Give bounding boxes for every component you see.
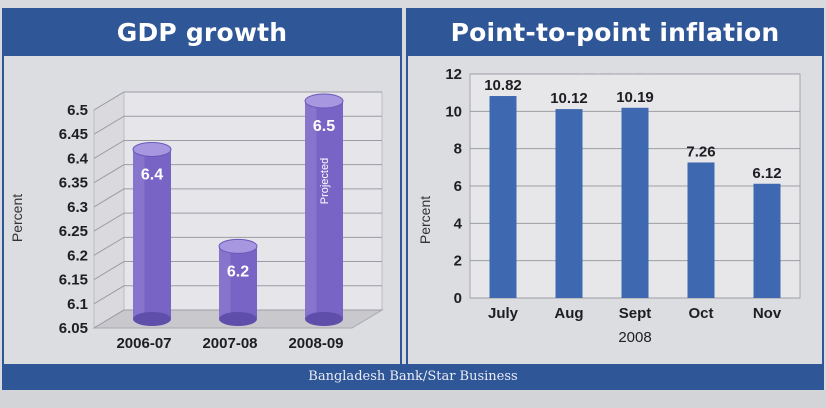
gdp-bar-cap [218,238,258,254]
gdp-ytick-label: 6.15 [59,272,88,289]
inflation-x-axis-label: 2008 [618,329,651,346]
gdp-chart-title: GDP growth [4,10,400,56]
inflation-ytick-label: 0 [454,290,462,307]
inflation-category-label: Oct [688,305,713,322]
gdp-growth-panel: GDP growth 6.5 6.45 6.4 6.35 6.3 6.25 6.2 6.15 6… [2,8,402,370]
bottom-strip [0,390,826,408]
gdp-bar-cap [304,93,344,109]
inflation-category-label: Nov [753,305,782,322]
inflation-ytick-label: 10 [445,103,462,120]
inflation-y-axis-label: Percent [417,196,433,244]
inflation-data-label: 6.12 [752,165,781,182]
gdp-bar-highlight [219,246,231,319]
inflation-ytick-label: 8 [454,141,462,158]
gdp-growth-chart: 6.5 6.45 6.4 6.35 6.3 6.25 6.2 6.15 6.1 6.05 Perce… [9,91,384,352]
gdp-ytick-label: 6.05 [59,320,88,337]
source-credit: Bangladesh Bank/Star Business [2,364,824,390]
gdp-bar: 6.4 [132,141,172,326]
gdp-bar-highlight [133,149,145,319]
gdp-category-label: 2008-09 [288,335,343,352]
gdp-ytick-label: 6.4 [67,150,89,167]
inflation-ytick-label: 12 [445,66,462,83]
gdp-bar-cap [132,141,172,157]
gdp-gridline [93,212,382,232]
gdp-category-label: 2007-08 [202,335,257,352]
inflation-panel: Point-to-point inflation eases 121086420… [406,8,824,370]
inflation-ytick-label: 6 [454,178,462,195]
gdp-ytick-label: 6.1 [67,296,88,313]
gdp-y-axis-label: Percent [9,194,25,242]
inflation-ytick-label: 4 [454,215,463,232]
inflation-category-label: July [488,305,519,322]
gdp-data-label: 6.4 [141,166,163,183]
gdp-gridline [93,236,382,256]
gdp-gridline [93,139,382,159]
inflation-bar [753,183,781,298]
inflation-data-label: 7.26 [686,143,715,160]
inflation-ytick-label: 2 [454,253,462,270]
gdp-data-label: 6.2 [227,263,249,280]
inflation-data-label: 10.82 [484,77,522,94]
inflation-category-label: Aug [554,305,583,322]
inflation-bar [687,162,715,298]
gdp-side-wall [93,91,125,329]
gdp-bar: 6.5 Projected [304,93,344,326]
gdp-gridline [93,91,382,111]
gdp-data-label: 6.5 [313,118,335,135]
inflation-bar [555,109,583,299]
gdp-bar-base [219,312,257,326]
gdp-ytick-label: 6.25 [59,223,88,240]
gdp-gridline [93,309,382,329]
gdp-gridline [93,115,382,135]
inflation-chart: 12 10 8 6 4 2 0 Percent 10.82 July 10.12 Aug 10.19 Se… [417,66,801,346]
inflation-data-label: 10.12 [550,90,588,107]
inflation-data-label: 10.19 [616,89,654,106]
gdp-projected-note: Projected [319,158,331,204]
inflation-bar [489,96,517,298]
gdp-ytick-label: 6.2 [67,247,88,264]
gdp-bar-base [305,312,343,326]
inflation-category-label: Sept [619,305,652,322]
gdp-bar-base [133,312,171,326]
gdp-gridline [93,188,382,208]
gdp-gridline [93,285,382,305]
gdp-ytick-label: 6.45 [59,126,88,143]
gdp-ytick-label: 6.3 [67,199,88,216]
gdp-gridline [93,164,382,184]
gdp-category-label: 2006-07 [116,335,171,352]
gdp-gridline [93,261,382,280]
gdp-ytick-label: 6.35 [59,175,88,192]
gdp-bar: 6.2 [218,238,258,326]
gdp-bar-highlight [305,101,317,319]
gdp-ytick-label: 6.5 [67,102,88,119]
inflation-bar [621,107,649,298]
